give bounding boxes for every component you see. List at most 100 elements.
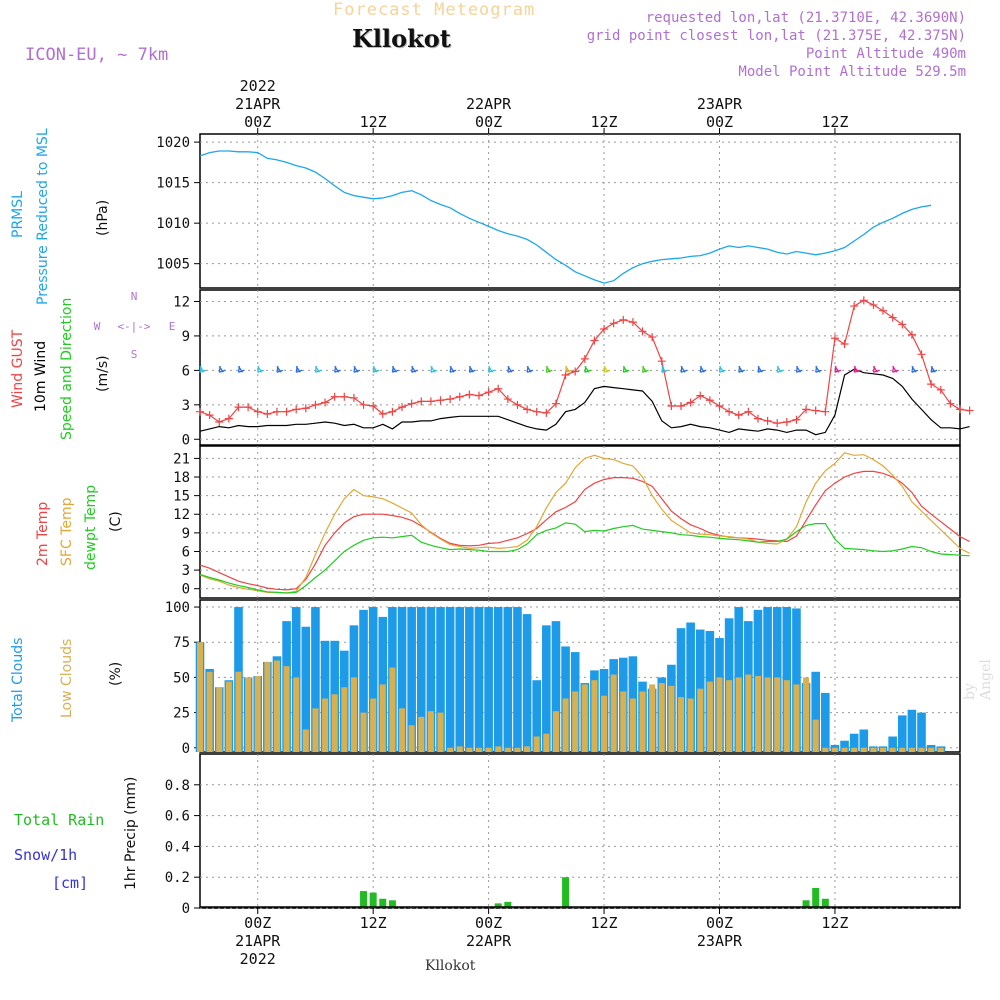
wind-direction-arrow: [487, 365, 495, 373]
wind-direction-arrow: [661, 365, 668, 373]
ytick-label-wind: 0: [182, 432, 190, 448]
ytick-label-temperature: 21: [173, 451, 190, 467]
wind-direction-arrow: [680, 365, 688, 373]
total-cloud-bar: [840, 740, 849, 752]
ytick-label-temperature: 15: [173, 489, 190, 505]
total-cloud-bar: [455, 607, 465, 752]
gust-marker: [657, 357, 666, 366]
gust-marker: [253, 407, 262, 416]
series-line-prmsl: [199, 150, 932, 284]
rain-bar: [802, 900, 810, 908]
gust-marker: [378, 410, 387, 418]
low-cloud-bar: [726, 680, 733, 752]
wind-direction-arrow: [468, 365, 476, 373]
low-cloud-bar: [552, 711, 559, 752]
ytick-label-wind: 9: [182, 329, 190, 345]
wind-direction-arrow: [334, 365, 341, 373]
low-cloud-bar: [427, 711, 434, 752]
gust-marker: [648, 333, 657, 342]
gust-marker: [282, 407, 291, 416]
low-cloud-bar: [293, 677, 300, 752]
low-cloud-bar: [610, 674, 617, 752]
rain-bar: [821, 898, 829, 908]
ytick-label-clouds: 0: [182, 741, 190, 757]
wind-direction-arrow: [218, 365, 226, 373]
gust-marker: [773, 419, 782, 428]
top-year-label: 2022: [240, 77, 276, 95]
low-cloud-bar: [254, 676, 261, 752]
total-cloud-bar: [676, 628, 686, 752]
low-cloud-bar: [360, 712, 367, 752]
low-cloud-bar: [649, 684, 656, 752]
low-cloud-bar: [447, 747, 454, 752]
low-cloud-bar: [918, 747, 925, 752]
precip-axis-label: 1hr Precip (mm): [123, 777, 139, 890]
ytick-label-pressure: 1005: [156, 257, 190, 273]
gust-marker: [840, 339, 849, 348]
top-date-label: 21APR: [235, 95, 281, 113]
low-cloud-bar: [533, 736, 540, 752]
total-cloud-bar: [513, 607, 522, 752]
total-cloud-bar: [359, 609, 368, 752]
wind-direction-arrow: [526, 365, 534, 373]
total-cloud-bar: [407, 607, 416, 752]
wind-direction-arrow: [834, 365, 842, 373]
ytick-label-precip: 0.6: [165, 809, 190, 825]
total-cloud-bar: [465, 607, 474, 752]
low-cloud-bar: [495, 746, 502, 752]
bottom-time-label: 00Z: [475, 914, 502, 932]
bottom-time-label: 00Z: [706, 914, 733, 932]
low-cloud-bar: [245, 677, 252, 752]
bottom-time-label: 12Z: [360, 914, 387, 932]
gust-marker: [898, 320, 907, 329]
total-rain-label: Total Rain: [14, 811, 104, 829]
low-cloud-bar: [504, 747, 511, 752]
total-cloud-bar: [416, 607, 426, 752]
ytick-label-pressure: 1020: [156, 135, 190, 151]
gust-marker: [734, 411, 743, 420]
gust-marker: [407, 399, 416, 408]
ytick-label-clouds: 25: [173, 706, 190, 722]
total-cloud-bar: [888, 736, 897, 752]
low-cloud-bar: [466, 747, 473, 752]
ytick-label-pressure: 1010: [156, 216, 190, 232]
total-cloud-bar: [426, 607, 436, 752]
total-cloud-bar: [503, 607, 513, 752]
wind-direction-arrow: [853, 365, 861, 373]
ytick-label-clouds: 75: [173, 635, 190, 651]
total-cloud-bar: [551, 621, 561, 752]
low-cloud-bar: [754, 676, 761, 752]
low-cloud-bar: [408, 725, 415, 752]
ytick-label-temperature: 12: [173, 507, 190, 523]
gust-marker: [484, 388, 493, 397]
compass-e-icon: E: [169, 320, 176, 333]
low-cloud-bar: [937, 747, 944, 752]
total-cloud-bar: [897, 715, 907, 752]
wind-direction-arrow: [507, 365, 515, 373]
low-cloud-bar: [437, 712, 444, 752]
temp-sfc-label: SFC Temp: [59, 497, 75, 566]
wind-direction-arrow: [545, 365, 553, 373]
gust-marker: [215, 418, 224, 427]
gust-marker: [600, 325, 609, 334]
temp-unit: (C): [108, 511, 124, 532]
meteogram-title: Forecast Meteogram: [333, 0, 536, 20]
low-cloud-bar: [456, 746, 463, 752]
gust-marker: [927, 380, 936, 389]
low-cloud-bar: [216, 687, 223, 752]
wind-direction-arrow: [622, 365, 630, 373]
gust-marker: [677, 401, 686, 410]
total-cloud-bar: [917, 712, 926, 752]
low-cloud-bar: [745, 674, 752, 752]
bottom-date-label: 21APR: [235, 932, 281, 950]
low-cloud-bar: [370, 698, 377, 752]
gust-marker: [244, 403, 253, 412]
wind-direction-arrow: [930, 365, 938, 373]
gust-marker: [802, 405, 811, 414]
total-cloud-bar: [821, 692, 830, 752]
gust-marker: [426, 397, 435, 406]
gust-marker: [234, 403, 243, 412]
low-cloud-bar: [581, 684, 588, 752]
low-cloud-bar: [273, 660, 280, 752]
